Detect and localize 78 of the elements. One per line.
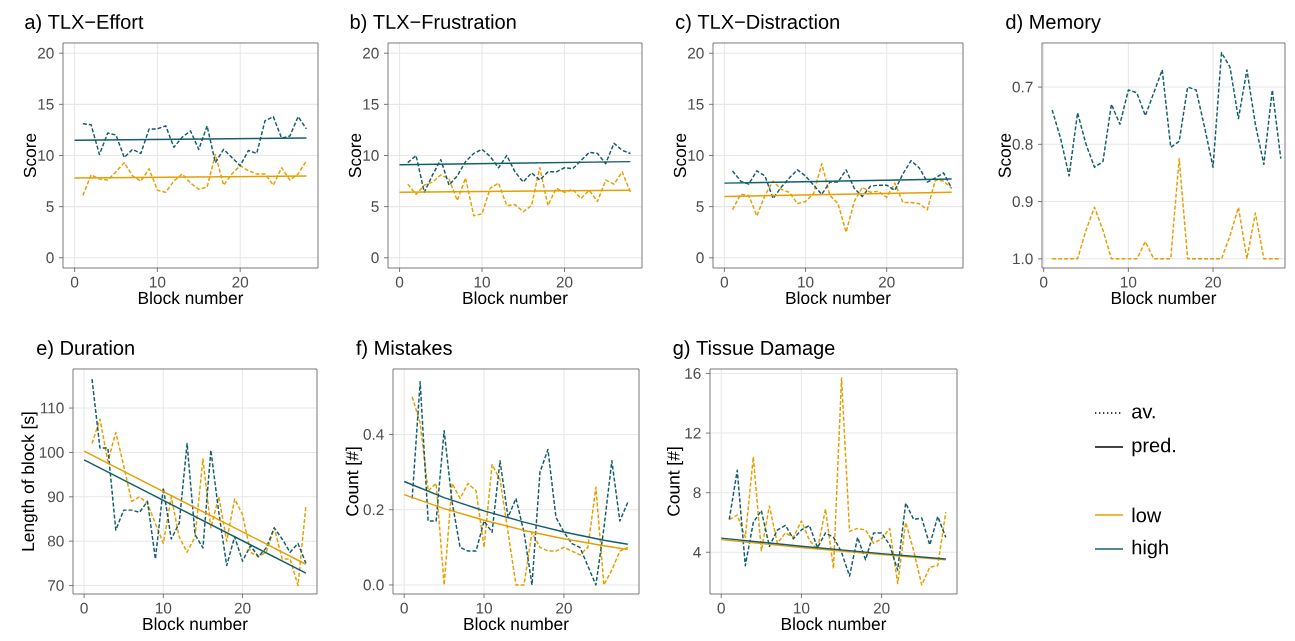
line-series (1051, 51, 1282, 177)
chart-title: a) TLX−Effort (25, 14, 144, 33)
y-tick-label: 0.8 (1012, 138, 1033, 150)
x-axis-title: Block number (1111, 291, 1217, 305)
x-tick-label: 10 (155, 602, 172, 614)
y-tick-label: 0.2 (363, 504, 384, 516)
legend-label: low (1132, 507, 1162, 523)
x-tick-label: 20 (234, 602, 251, 614)
y-tick-label: 5 (696, 201, 704, 212)
y-tick-label: 1.0 (1013, 253, 1033, 265)
x-tick-label: 0 (400, 602, 408, 614)
chart-title: d) Memory (1006, 14, 1101, 33)
x-tick-label: 20 (878, 276, 895, 288)
y-tick-label: 15 (38, 99, 54, 110)
x-tick-label: 20 (232, 276, 249, 288)
chart-title: e) Duration (37, 340, 134, 359)
x-tick-label: 0 (70, 276, 79, 288)
y-tick-label: 10 (38, 150, 54, 161)
chart-title: g) Tissue Damage (673, 340, 835, 359)
y-tick-label: 100 (39, 447, 64, 458)
y-axis-title: Score (998, 133, 1011, 178)
y-axis-title: Score (348, 133, 362, 178)
y-tick-label: 8 (693, 487, 701, 499)
y-tick-label: 0 (696, 252, 704, 264)
x-tick-label: 0 (80, 602, 88, 614)
y-tick-label: 0 (46, 252, 54, 264)
y-axis-title: Score (673, 133, 687, 178)
x-axis-title: Block number (781, 617, 887, 631)
y-axis-title: Length of block [s] (21, 412, 38, 551)
legend-label: high (1132, 539, 1168, 559)
x-tick-label: 10 (476, 602, 492, 614)
y-tick-label: 4 (693, 547, 701, 558)
y-tick-label: 10 (363, 150, 379, 161)
x-tick-label: 10 (1121, 276, 1137, 288)
y-tick-label: 0.7 (1012, 81, 1033, 93)
y-tick-label: 15 (688, 99, 704, 110)
y-axis-title: Count [#] (345, 447, 362, 516)
x-axis-title: Block number (463, 291, 568, 305)
y-tick-label: 70 (48, 580, 64, 591)
y-axis-title: Score (23, 133, 37, 178)
legend-label: av. (1132, 407, 1155, 419)
y-tick-label: 0.9 (1012, 196, 1033, 208)
x-tick-label: 0 (395, 276, 404, 288)
legend-label: pred. (1132, 437, 1176, 457)
chart-title: b) TLX−Frustration (350, 14, 516, 33)
chart-title: c) TLX−Distraction (676, 14, 839, 33)
x-tick-label: 20 (556, 602, 572, 614)
y-axis-title: Count [#] (666, 447, 684, 516)
x-axis-title: Block number (464, 617, 569, 631)
x-tick-label: 10 (798, 276, 814, 288)
y-tick-label: 15 (363, 99, 379, 110)
y-tick-label: 20 (38, 47, 54, 59)
x-axis-title: Block number (138, 291, 244, 305)
x-axis-title: Block number (143, 617, 248, 631)
x-tick-label: 0 (1040, 276, 1048, 288)
y-tick-label: 20 (688, 47, 704, 59)
y-tick-label: 80 (47, 535, 64, 547)
x-tick-label: 10 (150, 276, 166, 288)
x-tick-label: 20 (1205, 276, 1221, 288)
y-tick-label: 10 (688, 150, 704, 161)
y-tick-label: 5 (46, 201, 54, 212)
y-tick-label: 90 (47, 491, 64, 503)
y-tick-label: 16 (685, 368, 701, 379)
y-tick-label: 12 (685, 427, 701, 439)
x-tick-label: 20 (873, 602, 890, 614)
y-tick-label: 0 (371, 252, 379, 264)
y-tick-label: 0.0 (363, 579, 384, 591)
x-tick-label: 10 (474, 276, 490, 288)
x-tick-label: 0 (717, 602, 725, 614)
y-tick-label: 110 (41, 402, 64, 414)
x-tick-label: 20 (556, 276, 573, 288)
y-tick-label: 5 (371, 201, 379, 212)
y-tick-label: 20 (363, 47, 379, 59)
x-tick-label: 0 (720, 276, 729, 288)
x-axis-title: Block number (786, 291, 891, 305)
y-tick-label: 0.4 (363, 429, 384, 440)
chart-title: f) Mistakes (356, 340, 452, 359)
x-tick-label: 10 (794, 602, 810, 614)
